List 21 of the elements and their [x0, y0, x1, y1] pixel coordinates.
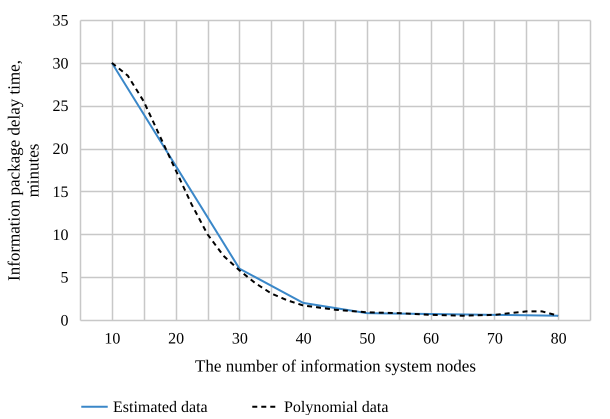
y-tick-label: 5 [60, 270, 68, 287]
x-tick-label: 80 [550, 330, 567, 348]
y-tick-label: 10 [52, 226, 68, 244]
x-tick-label: 20 [168, 330, 184, 348]
y-tick-label: 25 [52, 98, 68, 116]
legend-label: Polynomial data [284, 398, 388, 416]
y-axis-title: Information package delay time, minutes [4, 60, 42, 281]
y-tick-label: 20 [52, 141, 68, 158]
line-series [110, 62, 560, 317]
x-axis-title: The number of information system nodes [195, 356, 476, 376]
legend-label: Estimated data [113, 398, 208, 416]
x-tick-label: 40 [296, 330, 312, 348]
y-tick-label: 30 [52, 55, 68, 72]
y-tick-label: 15 [52, 184, 68, 201]
x-tick-label: 50 [359, 330, 376, 348]
y-tick-label: 0 [60, 312, 68, 330]
x-tick-label: 70 [486, 330, 503, 348]
x-tick-label: 10 [104, 330, 120, 348]
x-tick-label: 30 [232, 330, 248, 348]
x-tick-label: 60 [423, 330, 440, 348]
y-tick-label: 35 [52, 12, 68, 30]
